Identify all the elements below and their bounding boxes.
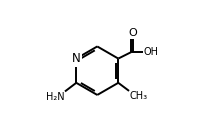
Text: H₂N: H₂N [46,92,64,102]
Text: CH₃: CH₃ [130,91,148,102]
Text: OH: OH [144,47,159,57]
Text: N: N [72,52,81,65]
Text: O: O [128,28,137,38]
